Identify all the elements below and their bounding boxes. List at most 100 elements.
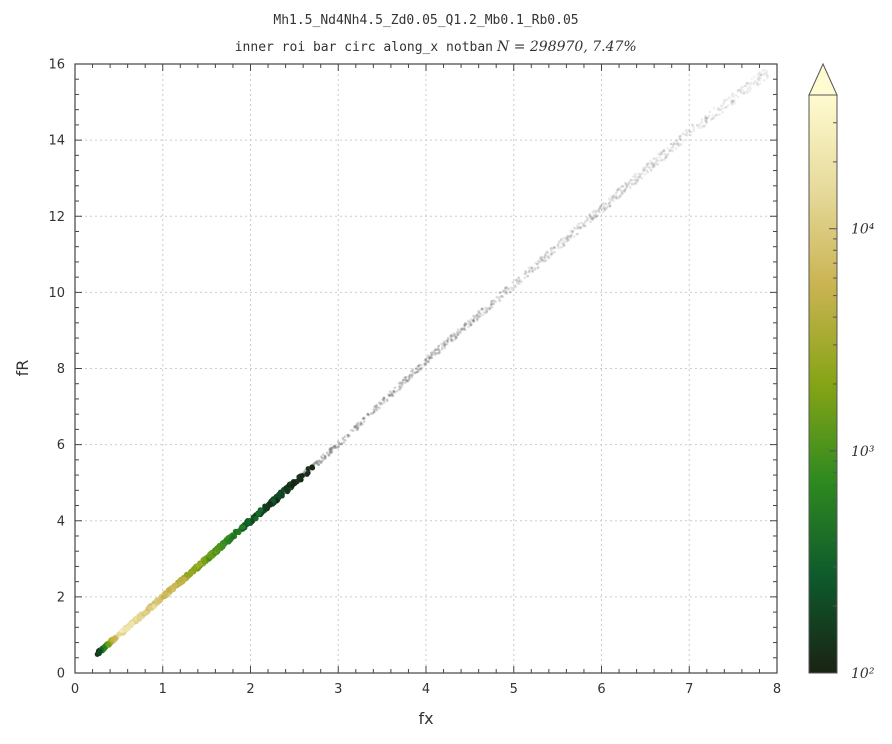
sparse-bin-point [427,360,430,364]
sparse-bin-point [572,226,576,230]
sparse-bin-point [595,209,599,213]
sparse-bin-point [651,161,655,165]
sparse-bin-point [534,261,538,265]
sparse-bin-point [536,262,539,266]
sparse-bin-point [432,350,435,353]
sparse-bin-point [537,259,540,263]
sparse-bin-point [659,153,663,156]
sparse-bin-point [540,256,544,259]
sparse-bin-point [424,357,428,361]
sparse-bin-point [472,317,476,321]
sparse-bin-point [747,82,750,86]
sparse-bin-point [620,190,623,194]
y-tick-label: 14 [48,134,65,149]
sparse-bin-point [418,367,422,370]
sparse-bin-point [449,335,453,339]
sparse-bin-point [417,367,421,370]
sparse-bin-point [739,89,742,93]
sparse-bin-point [317,463,320,467]
sparse-bin-point [445,342,449,346]
sparse-bin-point [752,75,756,79]
sparse-bin-point [692,127,696,131]
sparse-bin-point [651,165,655,169]
sparse-bin-point [718,113,721,116]
sparse-bin-point [382,396,386,400]
dense-bin-point [245,519,252,525]
sparse-bin-point [758,79,762,82]
sparse-bin-point [629,186,632,190]
sparse-bin-point [399,386,403,389]
sparse-bin-point [526,274,530,278]
dense-bin-point [289,482,295,489]
sparse-bin-point [323,457,327,460]
sparse-bin-point [428,356,432,360]
sparse-bin-point [576,226,580,229]
sparse-bin-point [537,260,541,264]
sparse-bin-point [533,268,537,271]
sparse-bin-point [369,412,373,416]
sparse-bin-point [353,424,356,428]
sparse-bin-point [378,406,381,410]
sparse-bin-point [323,457,326,460]
sparse-bin-point [417,364,421,368]
sparse-bin-point [449,338,453,342]
sparse-bin-point [710,117,714,120]
sparse-bin-point [624,181,627,185]
sparse-bin-point [750,77,754,81]
sparse-bin-point [685,131,689,134]
sparse-bin-point [726,104,730,107]
sparse-bin-point [497,296,501,300]
sparse-bin-point [517,282,521,286]
sparse-bin-point [453,338,457,341]
sparse-bin-point [319,461,322,465]
sparse-bin-point [410,370,413,373]
sparse-bin-point [592,214,595,218]
sparse-bin-point [584,219,587,223]
y-tick-label: 12 [48,210,65,225]
sparse-bin-point [510,286,514,290]
sparse-bin-point [382,398,385,402]
sparse-bin-point [455,335,458,339]
sparse-bin-point [649,159,652,163]
sparse-bin-point [536,266,540,269]
sparse-bin-point [334,445,338,449]
sparse-bin-point [659,150,663,154]
sparse-bin-point [762,73,766,76]
sparse-bin-point [528,270,531,274]
sparse-bin-point [687,129,690,132]
sparse-bin-point [333,445,337,448]
sparse-bin-point [704,121,708,125]
y-axis-label: fR [13,360,32,377]
sparse-bin-point [685,134,689,137]
sparse-bin-point [485,309,489,313]
sparse-bin-point [616,196,619,200]
sparse-bin-point [403,376,406,380]
sparse-bin-point [565,235,569,239]
sparse-bin-point [704,114,707,118]
sparse-bin-point [662,149,666,153]
sparse-bin-point [328,447,332,451]
sparse-bin-point [745,82,749,85]
sparse-bin-point [443,340,446,343]
sparse-bin-point [755,81,759,85]
sparse-bin-point [355,424,358,428]
sparse-bin-point [577,222,580,226]
sparse-bin-point [742,91,746,95]
sparse-bin-point [456,333,460,337]
sparse-bin-point [611,196,615,200]
sparse-bin-point [458,329,462,333]
sparse-bin-point [524,272,527,275]
sparse-bin-point [332,446,336,450]
sparse-bin-point [731,92,735,95]
sparse-bin-point [423,362,426,366]
sparse-bin-point [609,199,612,203]
sparse-bin-point [731,103,734,106]
sparse-bin-point [546,255,550,258]
sparse-bin-point [729,101,733,105]
sparse-bin-point [472,319,476,323]
sparse-bin-point [505,290,508,294]
x-tick-label: 6 [597,682,605,697]
sparse-bin-point [464,328,467,332]
sparse-bin-point [382,398,386,402]
sparse-bin-point [758,82,762,85]
